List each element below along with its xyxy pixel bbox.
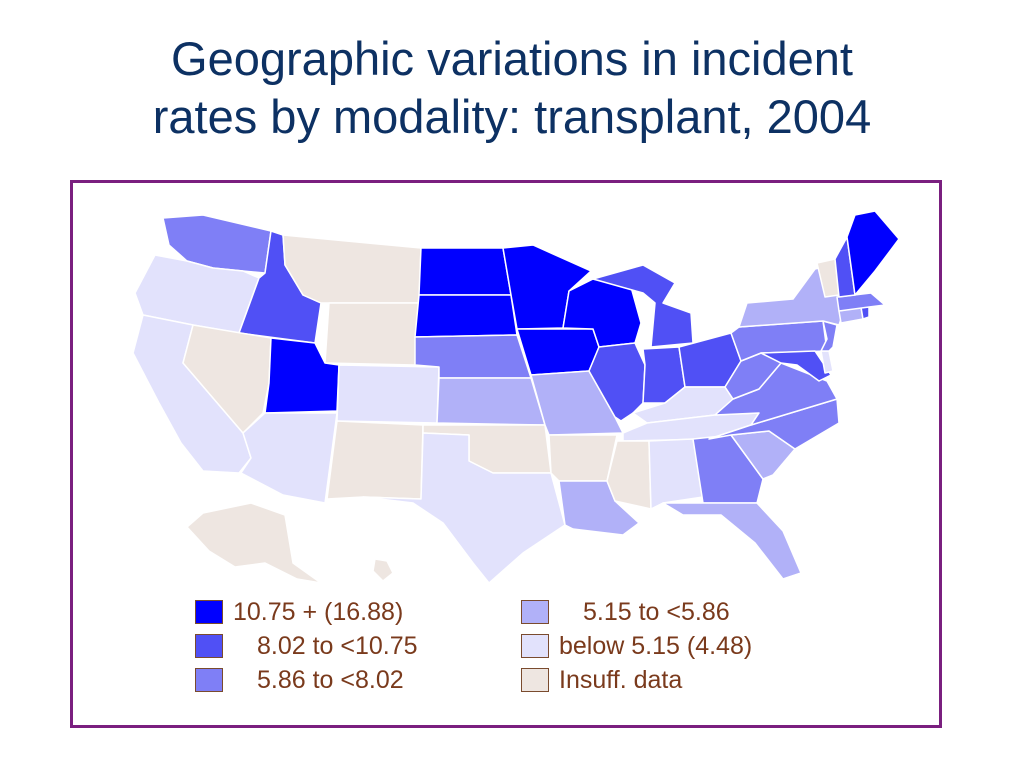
state-MI <box>592 264 694 348</box>
state-ME <box>846 210 900 296</box>
map-legend: 10.75 + (16.88) 8.02 to <10.75 5.86 to <… <box>195 598 835 699</box>
state-AL <box>648 438 704 510</box>
legend-swatch-insufficient <box>521 668 549 692</box>
legend-swatch-mid-high <box>195 634 223 658</box>
legend-swatch-low <box>521 634 549 658</box>
state-TX <box>362 432 566 584</box>
state-CO <box>336 364 440 424</box>
legend-swatch-mid-low <box>521 600 549 624</box>
us-map <box>132 210 900 584</box>
state-IA <box>516 328 600 376</box>
state-WY <box>324 302 420 366</box>
state-ND <box>418 247 512 296</box>
state-FL <box>662 502 802 580</box>
legend-label-mid: 5.86 to <8.02 <box>257 666 404 694</box>
state-KS <box>436 377 546 426</box>
state-AR <box>548 434 618 482</box>
legend-label-insufficient: Insuff. data <box>559 666 683 694</box>
state-NM <box>326 420 424 500</box>
legend-label-low: below 5.15 (4.48) <box>559 632 753 660</box>
title-line-1: Geographic variations in incident <box>171 32 853 85</box>
state-MA <box>836 292 886 312</box>
legend-label-mid-low: 5.15 to <5.86 <box>583 598 730 626</box>
state-AK <box>186 502 322 584</box>
state-AZ <box>240 412 338 504</box>
state-RI <box>860 306 870 320</box>
legend-label-high: 10.75 + (16.88) <box>233 598 404 626</box>
state-HI <box>372 558 394 582</box>
legend-label-mid-high: 8.02 to <10.75 <box>257 632 418 660</box>
state-SD <box>414 294 518 338</box>
map-frame: 10.75 + (16.88) 8.02 to <10.75 5.86 to <… <box>70 180 942 728</box>
title-line-2: rates by modality: transplant, 2004 <box>152 90 872 143</box>
state-MD <box>760 350 832 382</box>
state-MS <box>606 440 652 510</box>
legend-swatch-mid <box>195 668 223 692</box>
slide-title: Geographic variations in incident rates … <box>0 30 1024 146</box>
state-MT <box>282 234 422 304</box>
legend-swatch-high <box>195 600 223 624</box>
